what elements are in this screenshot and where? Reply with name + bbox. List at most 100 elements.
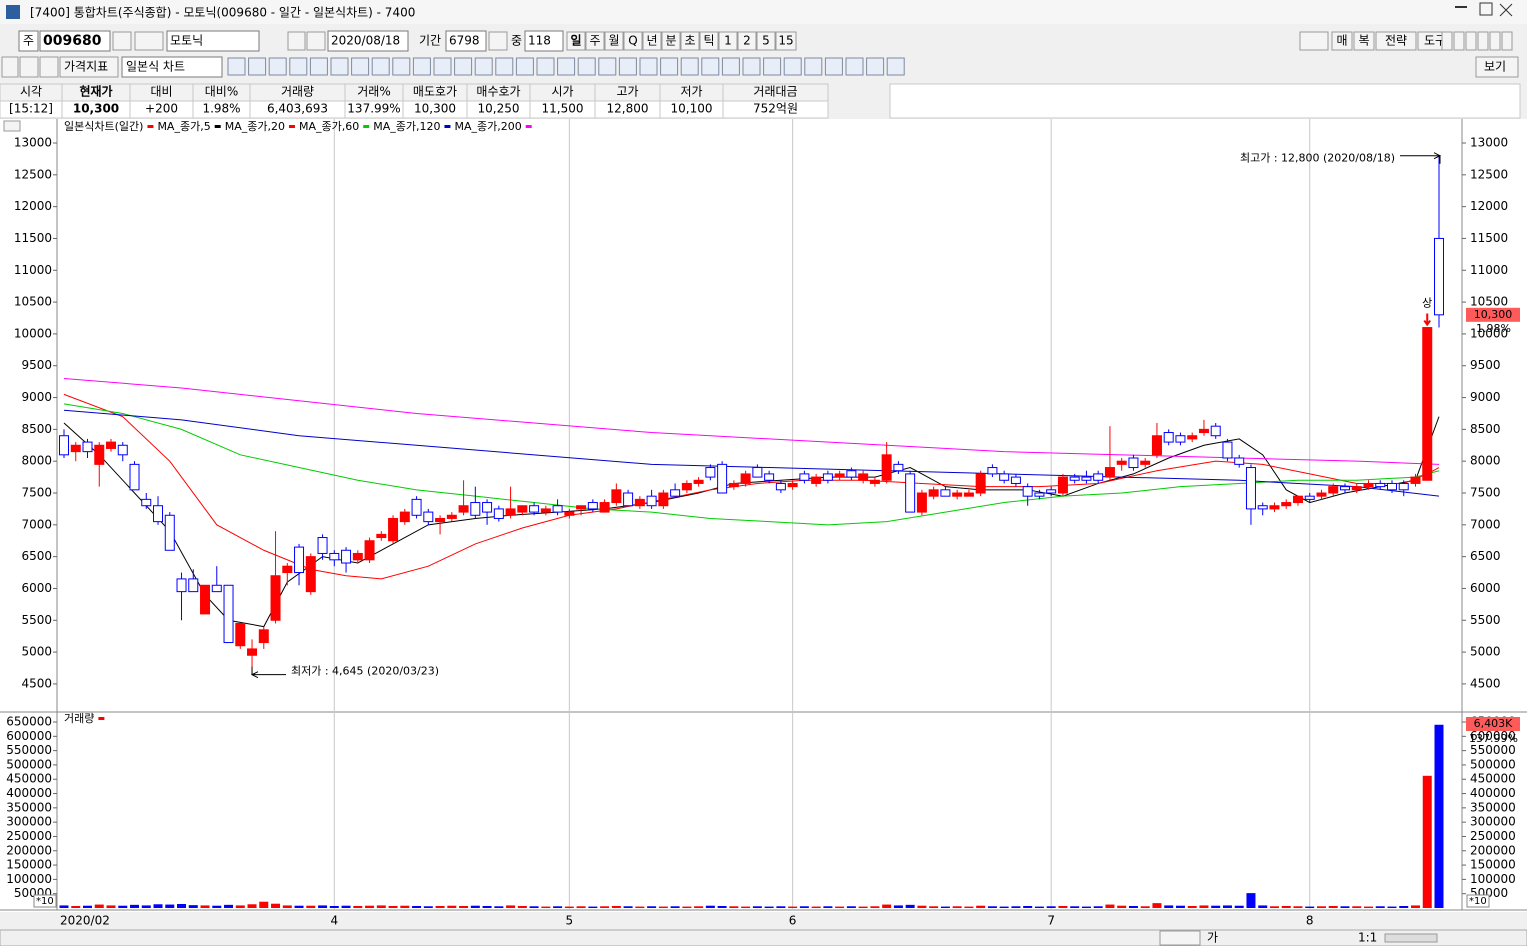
drawing-tool[interactable]: [866, 57, 885, 76]
candle-body: [670, 489, 681, 497]
drawing-tool[interactable]: [474, 57, 493, 76]
window-tool[interactable]: [1441, 31, 1453, 51]
interval-button[interactable]: [775, 31, 797, 51]
scrollbar[interactable]: [1159, 930, 1201, 946]
drawing-tool[interactable]: [536, 57, 555, 76]
last-change: 1.98%: [1476, 322, 1511, 335]
drawing-tool[interactable]: [351, 57, 370, 76]
drawing-tool[interactable]: [227, 57, 246, 76]
window-tool[interactable]: [1501, 31, 1513, 51]
drawing-tool[interactable]: [886, 57, 905, 76]
font-button[interactable]: 가: [1207, 931, 1218, 945]
y-tick-label: 9500: [21, 358, 52, 372]
search-button[interactable]: [112, 31, 132, 51]
drawing-tool[interactable]: [742, 57, 761, 76]
window-tool[interactable]: [1453, 31, 1465, 51]
drawing-tool[interactable]: [248, 57, 267, 76]
drawing-tool[interactable]: [392, 57, 411, 76]
volume-bar: [1422, 775, 1432, 908]
interval-button[interactable]: [680, 31, 700, 51]
prev-button[interactable]: [306, 31, 326, 51]
candle-body: [1222, 441, 1233, 459]
drawing-tool[interactable]: [845, 57, 864, 76]
interval-button[interactable]: [699, 31, 719, 51]
drawing-tool[interactable]: [618, 57, 637, 76]
drawing-tool[interactable]: [804, 57, 823, 76]
tool-button[interactable]: [1331, 31, 1353, 51]
date-input[interactable]: [327, 30, 409, 52]
period-input[interactable]: [445, 30, 487, 52]
volume-bar: [1140, 906, 1150, 908]
drawing-tool[interactable]: [721, 57, 740, 76]
window-title: [7400] 통합차트(주식종합) - 모토닉(009680 - 일간 - 일본…: [30, 6, 415, 20]
drawing-tool[interactable]: [660, 57, 679, 76]
drawing-tool[interactable]: [495, 57, 514, 76]
next-button[interactable]: [287, 31, 306, 51]
y-tick-label: 5500: [21, 613, 52, 627]
y-tick-label: 8500: [21, 422, 52, 436]
drawing-tool[interactable]: [268, 57, 287, 76]
market-select[interactable]: [18, 30, 39, 52]
y-tick-label: 8000: [21, 454, 52, 468]
chart-style-select[interactable]: [121, 56, 223, 78]
name-input[interactable]: [166, 30, 260, 52]
quote-value: 10,100: [671, 102, 713, 116]
drawing-tool[interactable]: [371, 57, 390, 76]
indicator-button[interactable]: [59, 56, 119, 78]
volume-bar: [200, 905, 210, 908]
interval-button[interactable]: [756, 31, 776, 51]
window-tool[interactable]: [1465, 31, 1477, 51]
volume-bar: [1269, 906, 1279, 908]
y-tick-label: 7000: [21, 517, 52, 531]
interval-button[interactable]: [566, 31, 586, 51]
candle-body: [611, 489, 622, 504]
drawing-tool[interactable]: [598, 57, 617, 76]
edit-button[interactable]: [39, 56, 59, 78]
code-input[interactable]: [39, 30, 111, 52]
drawing-tool[interactable]: [639, 57, 658, 76]
zoom-slider[interactable]: [1384, 933, 1438, 943]
tool-button[interactable]: [1353, 31, 1375, 51]
drawing-tool[interactable]: [680, 57, 699, 76]
interval-button[interactable]: [737, 31, 757, 51]
drawing-tool[interactable]: [433, 57, 452, 76]
drawing-tool[interactable]: [701, 57, 720, 76]
volume-bar: [271, 903, 281, 908]
drawing-tool[interactable]: [289, 57, 308, 76]
drawing-tool[interactable]: [454, 57, 473, 76]
drawing-tool[interactable]: [577, 57, 596, 76]
drawing-tool[interactable]: [763, 57, 782, 76]
y2-tick-label: 11500: [1470, 231, 1508, 245]
drawing-tool[interactable]: [515, 57, 534, 76]
view: 보기: [1484, 60, 1506, 74]
window-controls[interactable]: [1455, 2, 1513, 17]
count-input[interactable]: [524, 30, 564, 52]
drawing-tool[interactable]: [824, 57, 843, 76]
view-button[interactable]: [1475, 56, 1519, 78]
drawing-tool[interactable]: [557, 57, 576, 76]
sort-button[interactable]: [134, 31, 164, 51]
panel-toggle[interactable]: [3, 120, 21, 132]
drawing-tool[interactable]: [330, 57, 349, 76]
drawing-tool[interactable]: [412, 57, 431, 76]
interval-button[interactable]: [604, 31, 624, 51]
tool-button[interactable]: [1375, 31, 1417, 51]
interval-button[interactable]: [718, 31, 738, 51]
interval-button[interactable]: [585, 31, 605, 51]
cloud-button[interactable]: [1299, 31, 1329, 51]
volume-bar: [435, 905, 445, 908]
drawing-tool[interactable]: [783, 57, 802, 76]
y2-tick-label: 7000: [1470, 517, 1501, 531]
interval-button[interactable]: [623, 31, 643, 51]
interval-button[interactable]: [642, 31, 662, 51]
window-tool[interactable]: [1477, 31, 1489, 51]
up-button[interactable]: [1, 56, 19, 78]
interval-button[interactable]: [661, 31, 681, 51]
drawing-tool[interactable]: [309, 57, 328, 76]
candle-body: [1069, 476, 1080, 481]
lock-button[interactable]: [488, 31, 508, 51]
window-tool[interactable]: [1489, 31, 1501, 51]
volume-bar: [1399, 905, 1409, 908]
interval-label: 15: [778, 34, 793, 48]
toggle-button[interactable]: [19, 56, 39, 78]
